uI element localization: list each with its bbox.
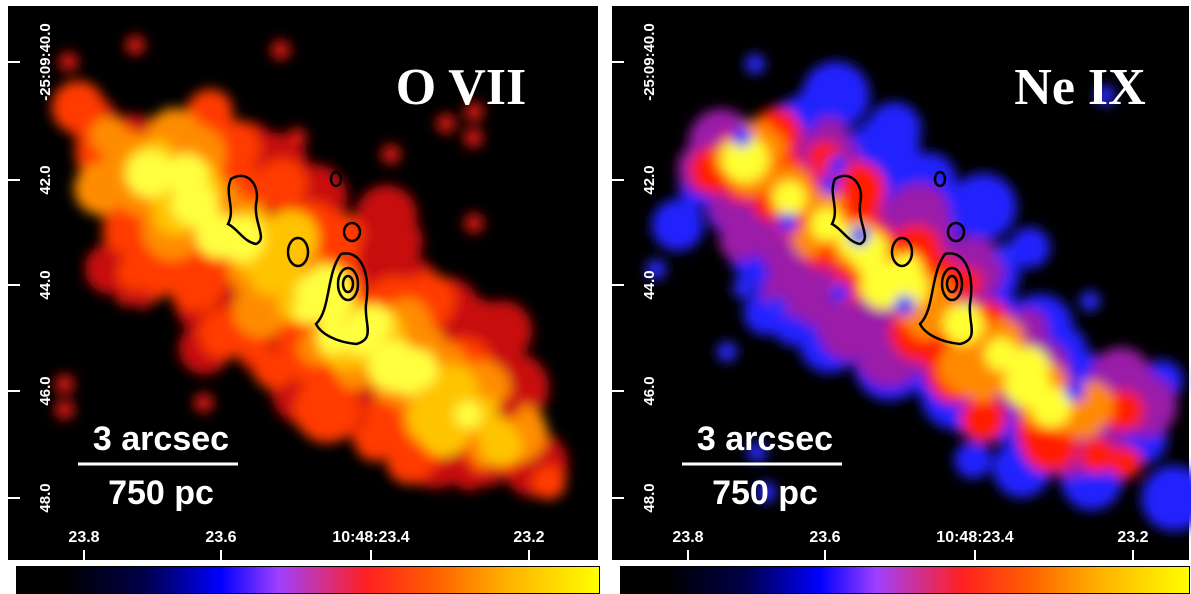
- x-tick-label: 23.6: [809, 529, 840, 546]
- emission-knot: [745, 54, 765, 74]
- emission-blob: [818, 298, 881, 361]
- emission-knot: [464, 213, 484, 233]
- y-tick-label: -25:09:40.0: [641, 23, 658, 101]
- emission-knot: [1080, 291, 1100, 311]
- emission-blob: [810, 208, 843, 241]
- emission-blob: [960, 396, 1006, 442]
- emission-knot: [733, 278, 753, 298]
- panel-title: O VII: [396, 59, 527, 116]
- scale-physical: 750 pc: [108, 474, 214, 512]
- emission-blob: [954, 441, 991, 478]
- emission-knot: [497, 399, 517, 419]
- emission-blob: [532, 465, 566, 499]
- emission-knot: [777, 213, 797, 233]
- emission-blob: [719, 220, 761, 262]
- emission-knot: [767, 297, 787, 317]
- y-tick-label: 42.0: [37, 165, 54, 194]
- emission-knot: [828, 155, 848, 175]
- emission-knot: [287, 128, 307, 148]
- emission-blob: [1009, 227, 1050, 268]
- colorbar: [620, 566, 1190, 594]
- emission-knot: [55, 400, 75, 420]
- emission-knot: [125, 35, 145, 55]
- emission-knot: [116, 286, 136, 306]
- x-tick-label: 23.6: [205, 529, 236, 546]
- emission-knot: [482, 465, 502, 485]
- x-tick-label: 23.8: [68, 529, 99, 546]
- emission-blob: [455, 401, 482, 428]
- emission-blob: [652, 199, 704, 251]
- y-tick-label: 46.0: [641, 376, 658, 405]
- y-tick-label: -25:09:40.0: [37, 23, 54, 101]
- scale-angular: 3 arcsec: [697, 420, 833, 458]
- emission-knot: [717, 342, 737, 362]
- scale-physical: 750 pc: [712, 474, 818, 512]
- emission-blob: [853, 248, 877, 272]
- emission-knot: [356, 386, 376, 406]
- y-tick-label: 44.0: [37, 270, 54, 299]
- emission-blob: [356, 185, 417, 246]
- x-tick-label: 23.2: [513, 529, 544, 546]
- x-tick-label: 23.8: [672, 529, 703, 546]
- emission-knot: [1065, 381, 1085, 401]
- emission-knot: [732, 127, 752, 147]
- x-tick-label: 10:48:23.4: [936, 529, 1013, 546]
- emission-knot: [830, 282, 850, 302]
- x-tick-label: 10:48:23.4: [332, 529, 409, 546]
- emission-knot: [895, 295, 915, 315]
- emission-blob: [1110, 446, 1142, 478]
- emission-knot: [59, 52, 79, 72]
- emission-knot: [463, 128, 483, 148]
- panel-title: Ne IX: [1014, 59, 1145, 116]
- emission-blob: [355, 304, 393, 342]
- panel: Ne IX 3 arcsec 750 pc -25:09:40.0 42.0 44.0 46…: [610, 4, 1191, 562]
- emission-blob: [773, 181, 807, 215]
- emission-knot: [271, 40, 291, 60]
- emission-blob: [943, 303, 984, 344]
- emission-blob: [239, 295, 281, 337]
- page: O VII 3 arcsec 750 pc -25:09:40.0 42.0 44.0 46…: [0, 0, 1191, 594]
- y-tick-label: 46.0: [37, 376, 54, 405]
- emission-blob: [950, 173, 1017, 240]
- emission-blob: [368, 340, 419, 391]
- emission-knot: [436, 114, 456, 134]
- x-tick-label: 23.2: [1117, 529, 1148, 546]
- panel: O VII 3 arcsec 750 pc -25:09:40.0 42.0 44.0 46…: [6, 4, 600, 562]
- emission-blob: [867, 102, 921, 156]
- emission-knot: [994, 243, 1014, 263]
- y-tick-label: 44.0: [641, 270, 658, 299]
- emission-knot: [55, 374, 75, 394]
- emission-knot: [381, 144, 401, 164]
- y-tick-label: 48.0: [641, 483, 658, 512]
- emission-blob: [256, 158, 307, 209]
- scale-angular: 3 arcsec: [93, 420, 229, 458]
- emission-blob: [1080, 438, 1115, 473]
- emission-knot: [194, 393, 214, 413]
- emission-blob: [173, 182, 218, 227]
- emission-knot: [133, 289, 153, 309]
- y-tick-label: 48.0: [37, 483, 54, 512]
- emission-blob: [294, 297, 321, 324]
- colorbar: [16, 566, 600, 594]
- y-tick-label: 42.0: [641, 165, 658, 194]
